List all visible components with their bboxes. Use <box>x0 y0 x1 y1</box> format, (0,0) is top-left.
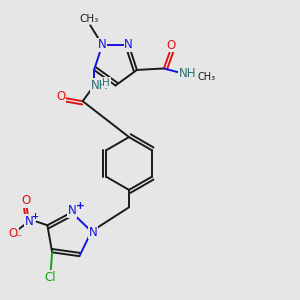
Text: +: + <box>76 201 84 211</box>
Text: O: O <box>167 39 176 52</box>
Text: CH₃: CH₃ <box>79 14 98 24</box>
Text: N: N <box>24 215 33 228</box>
Text: O: O <box>22 194 31 207</box>
Text: O: O <box>56 90 66 103</box>
Text: CH₃: CH₃ <box>197 73 216 82</box>
Text: H: H <box>102 78 110 88</box>
Text: N: N <box>68 204 76 217</box>
Text: Cl: Cl <box>45 271 56 284</box>
Text: N: N <box>88 226 97 238</box>
Text: O: O <box>8 226 18 239</box>
Text: N: N <box>98 38 106 51</box>
Text: ⁻: ⁻ <box>16 233 22 243</box>
Text: NH: NH <box>178 67 196 80</box>
Text: N: N <box>124 38 133 51</box>
Text: NH: NH <box>91 79 108 92</box>
Text: +: + <box>31 212 38 221</box>
